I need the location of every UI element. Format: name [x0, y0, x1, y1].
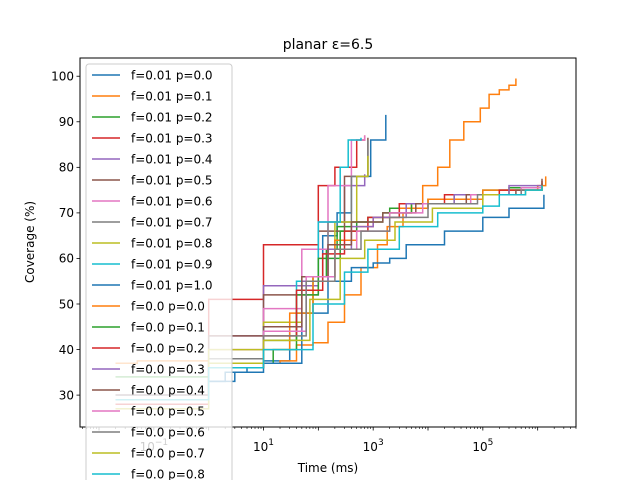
legend-label: f=0.01 p=1.0 [131, 279, 213, 293]
legend-label: f=0.01 p=0.0 [131, 69, 213, 83]
y-tick-label: 100 [51, 70, 74, 84]
legend-label: f=0.0 p=0.0 [131, 300, 205, 314]
y-tick-label: 60 [59, 252, 74, 266]
legend-label: f=0.0 p=0.4 [131, 384, 205, 398]
x-tick-label: 105 [472, 438, 493, 454]
legend-label: f=0.01 p=0.1 [131, 90, 213, 104]
x-axis-label: Time (ms) [297, 461, 359, 475]
x-tick-label: 101 [253, 438, 274, 454]
legend-label: f=0.01 p=0.7 [131, 216, 213, 230]
legend-label: f=0.01 p=0.5 [131, 174, 213, 188]
y-tick-label: 30 [59, 388, 74, 402]
legend-label: f=0.0 p=0.5 [131, 405, 205, 419]
y-tick-label: 40 [59, 343, 74, 357]
series-line-10 [115, 194, 545, 396]
y-tick-label: 80 [59, 161, 74, 175]
series-line-19 [115, 185, 543, 401]
y-axis: 30 40 50 60 70 80 90 100 [51, 70, 80, 402]
legend-label: f=0.01 p=0.2 [131, 111, 213, 125]
legend-label: f=0.0 p=0.8 [131, 468, 205, 480]
legend-label: f=0.01 p=0.3 [131, 132, 213, 146]
y-tick-label: 90 [59, 115, 74, 129]
chart-title: planar ε=6.5 [283, 37, 374, 53]
legend-label: f=0.01 p=0.9 [131, 258, 213, 272]
legend-label: f=0.01 p=0.8 [131, 237, 213, 251]
y-tick-label: 50 [59, 297, 74, 311]
legend-label: f=0.0 p=0.2 [131, 342, 205, 356]
x-tick-label: 103 [363, 438, 384, 454]
legend-label: f=0.01 p=0.4 [131, 153, 213, 167]
plot-area-frame [79, 57, 577, 428]
legend-frame [85, 63, 233, 480]
legend-label: f=0.0 p=0.1 [131, 321, 205, 335]
legend: f=0.01 p=0.0 f=0.01 p=0.1 f=0.01 p=0.2 f=0.… [85, 63, 233, 480]
legend-label: f=0.01 p=0.6 [131, 195, 213, 209]
y-tick-label: 70 [59, 206, 74, 220]
y-axis-label: Coverage (%) [23, 201, 37, 283]
legend-label: f=0.0 p=0.6 [131, 426, 205, 440]
legend-label: f=0.0 p=0.3 [131, 363, 205, 377]
legend-label: f=0.0 p=0.7 [131, 447, 205, 461]
